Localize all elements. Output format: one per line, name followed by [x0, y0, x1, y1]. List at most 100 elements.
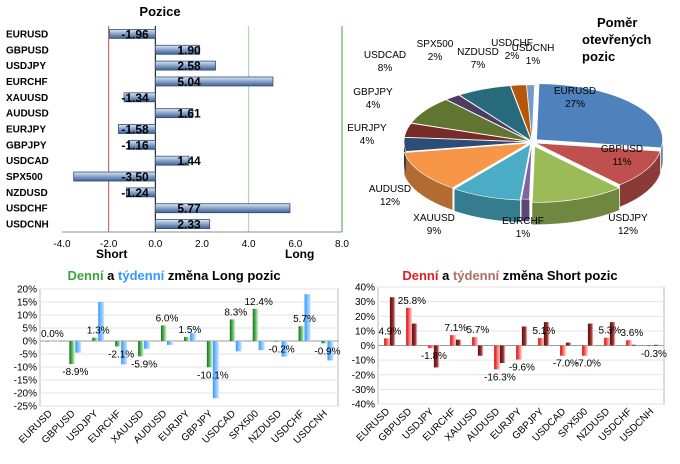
change-bar [406, 307, 412, 346]
positions-category-label: EURJPY [6, 125, 46, 136]
pie-slice-percent: 8% [378, 63, 393, 74]
pie-slice [410, 99, 531, 142]
pie-slices [403, 83, 663, 225]
long-change-y-ticks: 20% 15% 10% 5% 0% -5% -10% -15% -20% -25% [14, 285, 37, 413]
y-tick-label: -5% [19, 350, 37, 361]
positions-bar [154, 219, 211, 229]
short-change-value-labels: 4.9% 25.8% -1.8% 7.1% 5.7% -16.3%-9.6% 5.1% -7.… [378, 296, 667, 384]
change-bar [411, 323, 418, 346]
short-change-bars [384, 297, 660, 370]
positions-bar [127, 139, 156, 150]
positions-value-label: 2.58 [177, 59, 201, 73]
change-bar [92, 337, 99, 341]
positions-bar [154, 155, 190, 166]
change-bar [304, 294, 311, 341]
positions-value-label: -3.50 [121, 170, 149, 184]
pie-slice [458, 85, 532, 142]
positions-category-label: USDCHF [6, 204, 48, 215]
change-bar [565, 342, 572, 346]
change-value-label: -0.2% [269, 345, 295, 356]
pie-title-line-2: otevřených [582, 32, 651, 47]
change-bar [235, 341, 242, 352]
change-value-label: -10.1% [197, 370, 229, 381]
change-bar [275, 341, 282, 342]
long-change-bar-chart: Denní a týdenní změna Long pozic 0.0% -8.… [14, 268, 341, 446]
pie-slice-name: EURJPY [347, 123, 387, 134]
y-tick-label: 20% [355, 312, 375, 323]
long-change-category-labels: EURUSDGBPUSDUSDJPYEURCHFXAUUSDAUDUSDEURJ… [17, 408, 330, 446]
title-part: Denní [67, 268, 104, 283]
positions-x-tick: -2.0 [100, 239, 118, 250]
pie-slice-name: USDCHF [491, 38, 533, 49]
pie-slice-side [404, 142, 406, 174]
change-bar [450, 335, 456, 346]
change-value-label: -2.1% [108, 349, 134, 360]
change-bar [298, 326, 305, 341]
change-bar [69, 341, 76, 365]
pie-slice-side [454, 188, 521, 223]
change-bar [582, 345, 588, 356]
change-value-label: 5.7% [466, 325, 489, 336]
pie-slice-name: USDJPY [608, 213, 648, 224]
y-tick-label: 0% [361, 341, 376, 352]
title-part: týdenní [453, 268, 500, 283]
change-bar [144, 341, 151, 349]
positions-x-tick: 8.0 [335, 239, 349, 250]
positions-value-labels: -1.96 1.90 2.58 5.04 -1.34 1.61 -1.58-1.16 1.44… [121, 27, 201, 231]
pie-slice-percent: 2% [505, 51, 520, 62]
positions-bar [126, 187, 156, 198]
pie-slice-percent: 1% [516, 229, 531, 240]
positions-value-label: -1.34 [121, 91, 149, 105]
title-part: a [438, 268, 452, 283]
positions-bar [118, 124, 156, 134]
pie-slice [403, 137, 531, 152]
positions-bar [154, 44, 201, 55]
y-tick-label: 30% [355, 297, 375, 308]
pie-slice-name: XAUUSD [413, 213, 455, 224]
positions-value-label: 1.90 [177, 43, 201, 57]
pie-title-line-3: pozic [582, 49, 615, 64]
positions-category-label: EURUSD [6, 29, 48, 40]
change-bar [161, 325, 167, 341]
change-bar [121, 341, 128, 365]
pie-slice-percent: 12% [380, 197, 400, 208]
positions-value-label: -1.96 [121, 27, 149, 41]
positions-bar [109, 29, 156, 39]
positions-bar [154, 108, 194, 119]
positions-bar [73, 171, 156, 182]
change-bar [75, 341, 82, 353]
change-value-label: -8.9% [62, 367, 88, 378]
positions-x-tick: 0.0 [148, 239, 162, 250]
y-tick-label: -10% [14, 363, 37, 374]
positions-category-labels: EURUSD GBPUSD USDJPY EURCHF XAUUSD AUDUSD EURJ… [6, 29, 49, 230]
change-bar [206, 341, 213, 368]
pie-slice [453, 143, 531, 201]
positions-category-label: USDCAD [6, 156, 49, 167]
change-value-label: -9.6% [509, 363, 535, 374]
change-value-label: 5.1% [532, 326, 555, 337]
positions-value-label: -1.24 [121, 186, 149, 200]
pie-slice-name: USDCNH [512, 43, 555, 54]
positions-value-label: 5.04 [177, 75, 201, 89]
pie-slice-name: GBPUSD [601, 144, 643, 155]
short-change-gridlines [377, 286, 665, 405]
change-value-label: -0.3% [641, 349, 667, 360]
y-tick-label: 10% [17, 311, 37, 322]
y-tick-label: -25% [14, 402, 37, 413]
pie-slice-side [404, 152, 453, 210]
change-value-label: 1.5% [179, 325, 202, 336]
long-change-gridlines [39, 288, 339, 407]
pie-slice-percent: 4% [360, 136, 375, 147]
positions-bars [73, 29, 291, 229]
title-part: změna Short pozic [499, 268, 617, 283]
positions-category-label: USDCNH [6, 220, 49, 231]
change-bar [499, 345, 506, 364]
pie-slice-side [532, 188, 620, 225]
positions-x-tick: -4.0 [53, 239, 71, 250]
change-value-label: 6.0% [156, 313, 179, 324]
positions-value-label: 1.61 [177, 107, 201, 121]
short-change-bar-chart: Denní a týdenní změna Short pozic 4.9% 25… [352, 268, 667, 444]
pie-slice [521, 143, 533, 200]
positions-bar-chart: Pozice EURUSD GBPUSD USDJPY EURCHF XAUUSD AUD… [6, 4, 349, 261]
title-part: a [104, 268, 118, 283]
